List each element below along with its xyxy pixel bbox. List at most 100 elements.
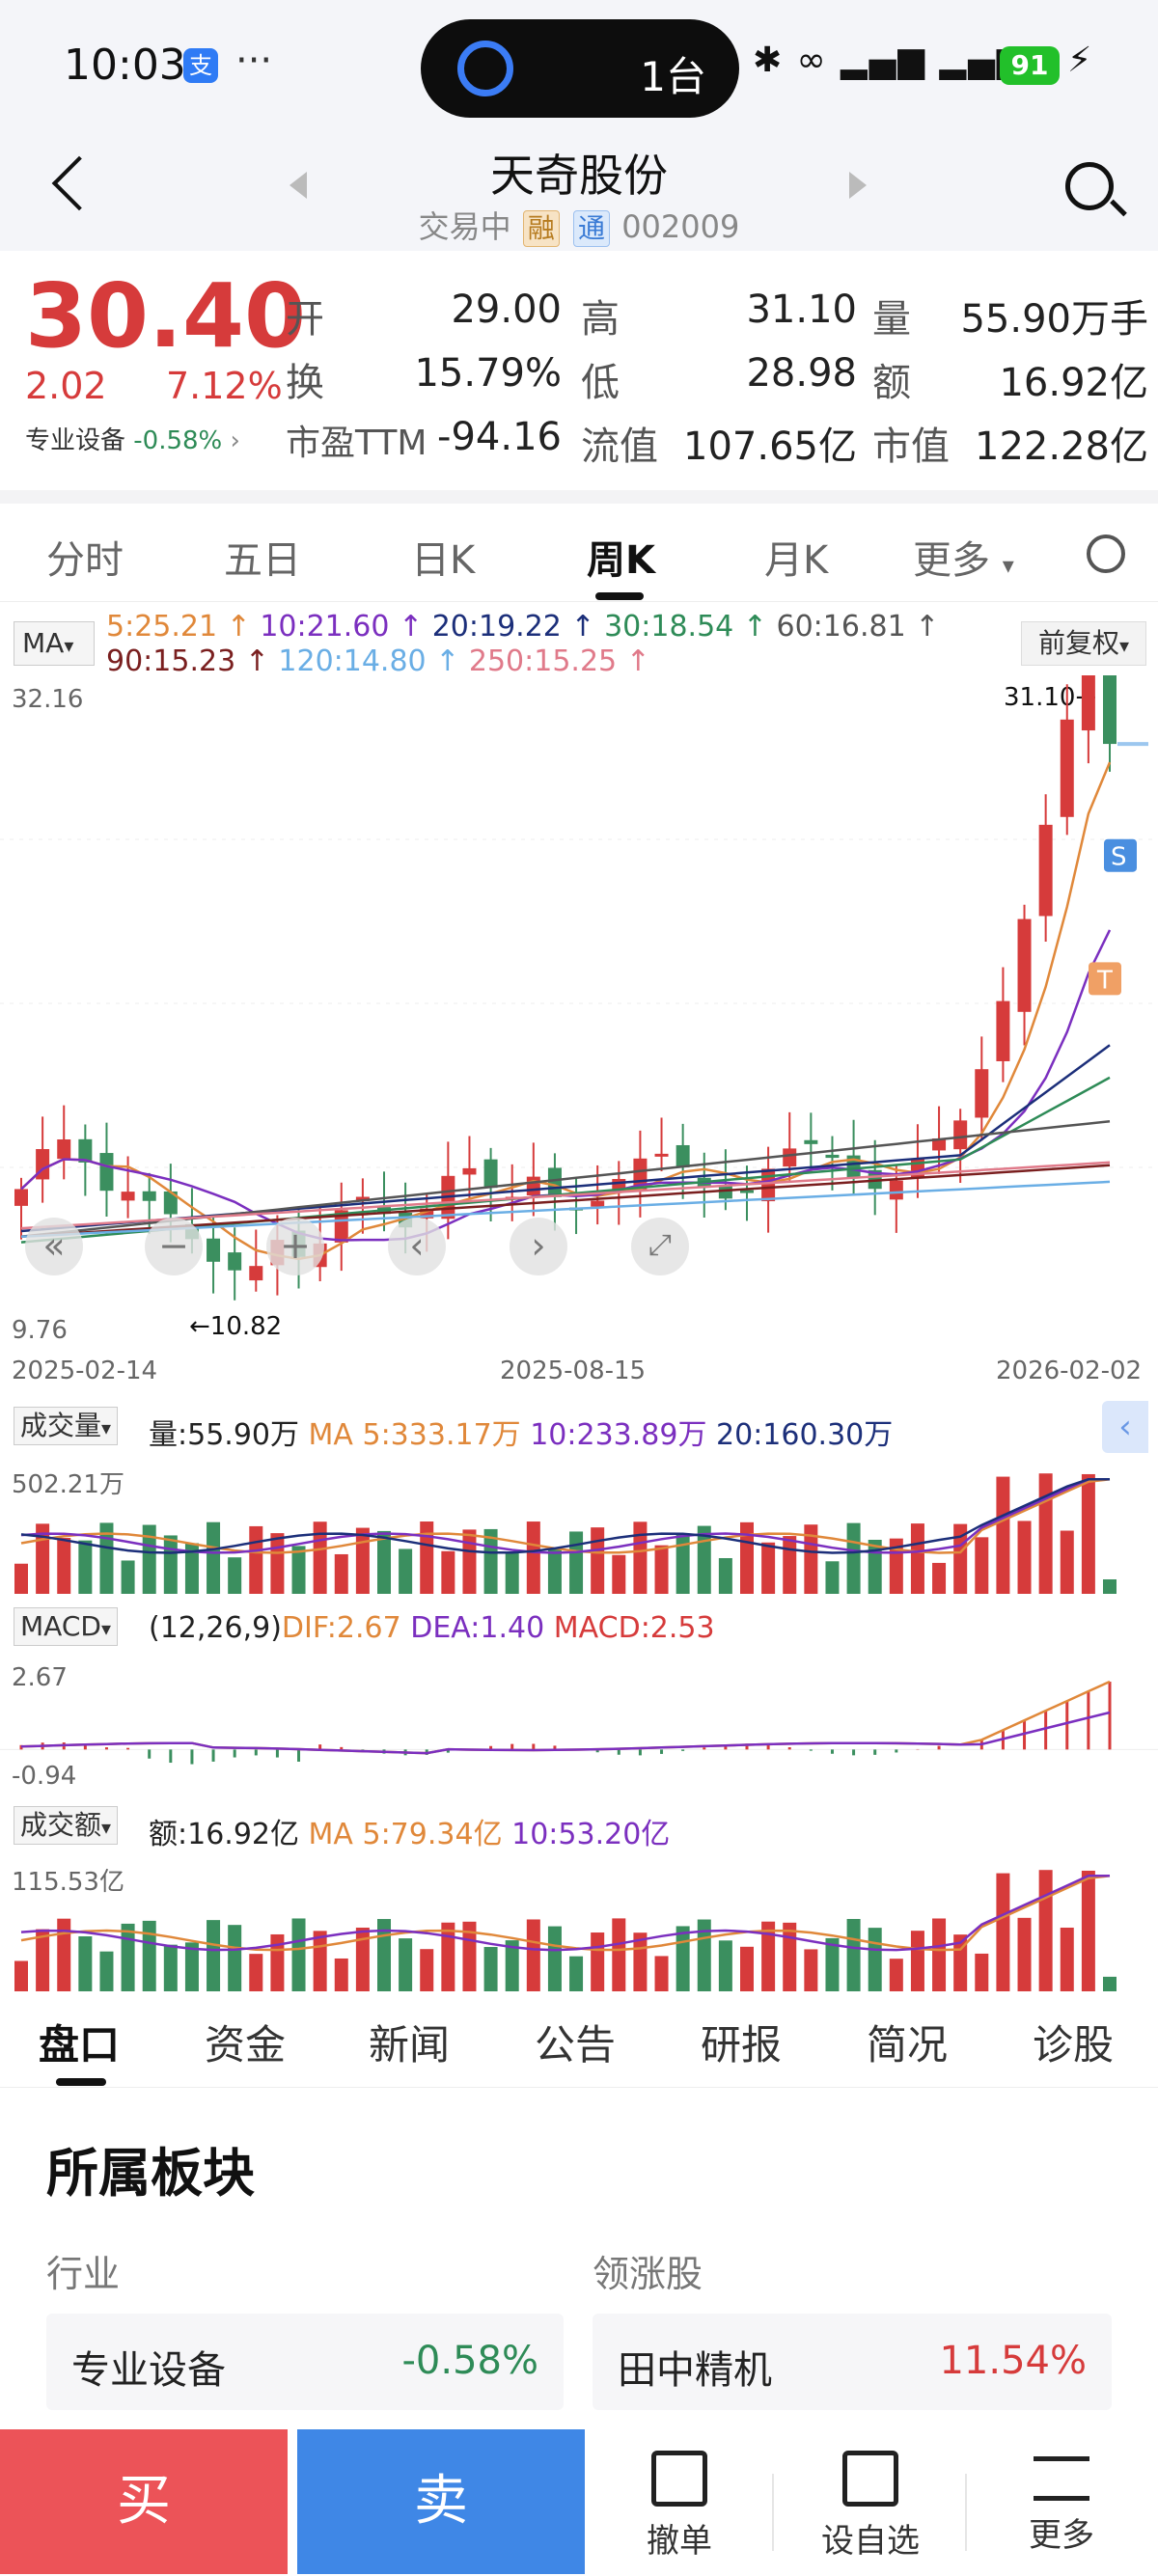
bar (420, 1949, 434, 1991)
tab-research[interactable]: 研报 (701, 2021, 783, 2069)
more-button[interactable]: 更多 (975, 2451, 1148, 2556)
quote-value: 16.92亿 (999, 361, 1148, 405)
bar (121, 1560, 135, 1594)
ma-legend-item: 10:21.60 ↑ (260, 610, 424, 644)
bar (654, 1956, 669, 1991)
quote-label: 流值 (581, 425, 658, 469)
collapse-left-icon[interactable]: « (25, 1218, 83, 1275)
zoom-in-icon[interactable]: + (266, 1218, 324, 1275)
kline-chart[interactable]: ST (0, 675, 1158, 1341)
zoom-out-icon[interactable]: − (145, 1218, 203, 1275)
quote-label: 低 (581, 361, 620, 405)
candle-body (654, 1153, 669, 1157)
alipay-icon: 支 (183, 48, 218, 83)
macd-dea: DEA:1.40 (410, 1611, 545, 1645)
leader-name: 田中精机 (618, 2348, 772, 2393)
tab-underline (56, 2078, 106, 2086)
quote-value: 31.10 (746, 288, 857, 332)
amount-legend: 额:16.92亿 MA 5:79.34亿 10:53.20亿 (149, 1810, 670, 1852)
macd-selector[interactable]: MACD▾ (14, 1607, 118, 1646)
ma-selector[interactable]: MA▾ (14, 621, 95, 666)
ma-line (20, 1478, 1110, 1554)
volume-legend: 量:55.90万 MA 5:333.17万 10:233.89万 20:160.… (149, 1411, 893, 1453)
quote-label: 换 (286, 361, 324, 405)
ma-legend-item: 90:15.23 ↑ (106, 644, 269, 678)
bar (78, 1540, 93, 1594)
bar (1060, 1927, 1074, 1991)
tab-more[interactable]: 更多 ▾ (913, 529, 1014, 585)
amount-max-label: 115.53亿 (12, 1868, 124, 1897)
y-axis-max: 32.16 (12, 685, 84, 714)
candle-body (99, 1153, 114, 1192)
divider (772, 2474, 774, 2551)
tab-profile[interactable]: 简况 (867, 2021, 949, 2069)
chart-settings-icon[interactable] (1087, 534, 1125, 573)
bar (142, 1524, 156, 1594)
ma-legend-item: 250:15.25 ↑ (468, 644, 650, 678)
tab-orderbook[interactable]: 盘口 (39, 2021, 121, 2069)
scroll-left-icon[interactable]: ‹ (388, 1218, 446, 1275)
prev-stock-icon[interactable] (290, 172, 307, 199)
candle-body (761, 1168, 776, 1202)
tab-five-day[interactable]: 五日 (224, 538, 301, 583)
amount-selector-label: 成交额 (20, 1809, 102, 1841)
more-notifications-icon: ··· (235, 39, 273, 83)
search-icon[interactable] (1065, 162, 1114, 210)
adjust-selector[interactable]: 前复权▾ (1021, 621, 1146, 666)
bar (121, 1923, 135, 1991)
add-watchlist-button[interactable]: 设自选 (784, 2451, 957, 2562)
leader-card[interactable]: 田中精机 11.54% (593, 2314, 1112, 2410)
candle-body (462, 1167, 477, 1175)
tab-daily-k[interactable]: 日K (411, 538, 476, 583)
adjust-selector-label: 前复权 (1037, 627, 1119, 659)
dynamic-island[interactable]: 1台 (421, 19, 739, 118)
bar (78, 1935, 93, 1991)
buy-button[interactable]: 买 (0, 2429, 288, 2574)
dropdown-icon: ▾ (100, 1617, 111, 1640)
s-marker-box (1104, 838, 1137, 872)
volume-chart (14, 1473, 1117, 1594)
connect-tag: 通 (573, 210, 611, 247)
tab-diagnosis[interactable]: 诊股 (1033, 2021, 1115, 2069)
tab-weekly-k[interactable]: 周K (587, 538, 655, 583)
last-price: 30.40 (25, 264, 307, 368)
collapse-panel-icon[interactable]: ‹ (1102, 1401, 1148, 1453)
tab-funds[interactable]: 资金 (205, 2021, 287, 2069)
bar (36, 1929, 50, 1991)
tab-news[interactable]: 新闻 (369, 2021, 451, 2069)
volume-selector[interactable]: 成交量▾ (14, 1407, 119, 1445)
next-stock-icon[interactable] (849, 172, 867, 199)
tab-intraday[interactable]: 分时 (46, 538, 124, 583)
bar (825, 1937, 840, 1991)
amount-selector[interactable]: 成交额▾ (14, 1806, 119, 1845)
bar (654, 1545, 669, 1594)
dropdown-icon: ▾ (64, 634, 74, 657)
tab-monthly-k[interactable]: 月K (764, 538, 829, 583)
margin-tag: 融 (522, 210, 560, 247)
ma-line (20, 1478, 1111, 1554)
bar (1081, 1870, 1095, 1991)
bar (697, 1525, 711, 1594)
volume-ma10: 10:233.89万 (530, 1418, 707, 1452)
quote-label: 开 (286, 297, 324, 342)
sector-link[interactable]: 专业设备 -0.58% › (25, 421, 240, 456)
bar (932, 1918, 947, 1991)
tab-announcements[interactable]: 公告 (535, 2021, 617, 2069)
fullscreen-icon[interactable]: ⤢ (631, 1218, 689, 1275)
macd-chart (0, 1680, 1158, 1765)
bar (761, 1542, 776, 1594)
industry-card[interactable]: 专业设备 -0.58% (46, 2314, 564, 2410)
ma-line (20, 1164, 1111, 1239)
x-axis-date: 2026-02-02 (996, 1357, 1143, 1385)
candle-body (825, 1154, 840, 1159)
bar (996, 1873, 1010, 1991)
quote-label: 市值 (872, 425, 950, 469)
sell-button[interactable]: 卖 (297, 2429, 585, 2574)
cancel-order-button[interactable]: 撤单 (593, 2451, 766, 2562)
bar (612, 1554, 626, 1594)
bar (441, 1550, 455, 1594)
bar (441, 1922, 455, 1991)
add-watchlist-label: 设自选 (821, 2522, 920, 2561)
scroll-right-icon[interactable]: › (510, 1218, 567, 1275)
bar (526, 1919, 540, 1991)
